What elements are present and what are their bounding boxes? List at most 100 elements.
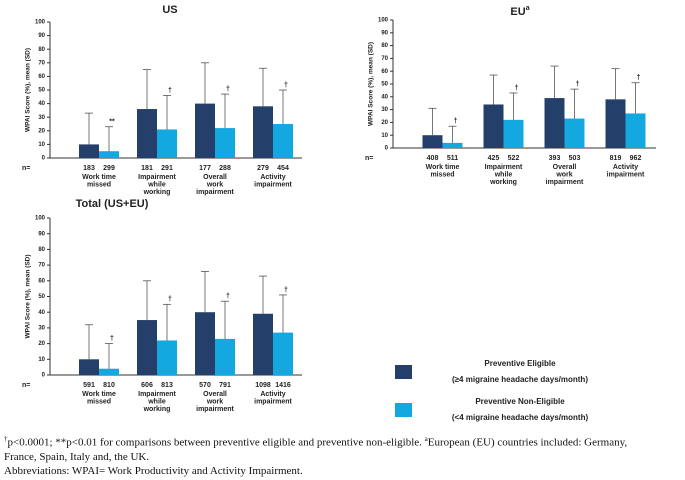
y-tick-label: 20	[381, 120, 388, 126]
y-tick-label: 10	[381, 133, 388, 139]
y-tick-label: 0	[385, 146, 389, 152]
n-value: 291	[161, 165, 173, 172]
sup: †	[4, 435, 8, 443]
n-label: n=	[22, 165, 30, 172]
x-tick-label: Activity	[260, 174, 285, 181]
x-tick-label: Impairment	[485, 164, 523, 171]
bar	[79, 144, 99, 158]
n-value: 181	[141, 165, 153, 172]
y-tick-label: 0	[42, 156, 46, 162]
n-value: 591	[83, 382, 95, 389]
chart-title: Total (US+EU)	[76, 198, 149, 210]
y-tick-label: 80	[38, 247, 45, 253]
x-tick-label: Work time	[82, 391, 116, 398]
x-tick-label: Work time	[82, 174, 116, 181]
x-tick-label: working	[489, 179, 517, 186]
error-bar	[509, 92, 518, 120]
y-axis-label: WPAI Score (%), mean (SD)	[25, 48, 32, 132]
error-bar	[259, 67, 267, 107]
error-bar	[259, 275, 267, 314]
n-value: 606	[141, 382, 153, 389]
y-tick-label: 100	[35, 216, 46, 222]
x-tick-label: Overall	[203, 174, 227, 181]
bar	[137, 109, 157, 158]
error-bar	[550, 65, 559, 99]
error-bar	[85, 112, 93, 145]
n-value: 819	[610, 155, 622, 162]
n-value: 1416	[275, 382, 291, 389]
y-tick-label: 0	[42, 373, 46, 379]
error-bar	[489, 74, 498, 105]
y-tick-label: 40	[381, 94, 388, 100]
n-value: 511	[447, 155, 458, 162]
x-tick-label: work	[206, 398, 223, 405]
footnote-line: Abbreviations: WPAI= Work Productivity a…	[4, 464, 303, 477]
footnote-line: †p<0.0001; **p<0.01 for comparisons betw…	[4, 432, 674, 450]
bar	[503, 119, 524, 148]
bar	[273, 332, 293, 375]
bar	[544, 98, 565, 148]
significance-marker: **	[109, 119, 115, 126]
x-tick-label: Work time	[426, 164, 460, 171]
footnote-line: France, Spain, Italy and, the UK.	[4, 450, 150, 463]
bar	[157, 129, 177, 158]
significance-marker: †	[168, 87, 172, 94]
n-value: 408	[427, 155, 439, 162]
error-bar	[279, 294, 287, 333]
n-value: 962	[630, 155, 642, 162]
n-label: n=	[365, 155, 373, 162]
significance-marker: †	[576, 81, 580, 88]
error-bar	[85, 324, 93, 360]
error-bar	[221, 300, 229, 339]
x-tick-label: impairment	[254, 398, 292, 405]
y-axis-label: WPAI Score (%), mean (SD)	[368, 42, 375, 126]
x-tick-label: impairment	[196, 189, 234, 196]
error-bar	[105, 126, 113, 152]
title-text: Total (US+EU)	[76, 198, 149, 210]
y-tick-label: 10	[38, 142, 45, 148]
error-bar	[163, 95, 171, 130]
bar	[195, 312, 215, 375]
n-value: 177	[199, 165, 211, 172]
n-label: n=	[22, 382, 30, 389]
y-tick-label: 70	[38, 263, 45, 269]
bar	[215, 338, 235, 375]
y-tick-label: 60	[38, 278, 45, 284]
bar	[605, 99, 626, 148]
n-value: 288	[219, 165, 231, 172]
legend-swatch	[395, 365, 412, 379]
y-tick-label: 30	[38, 115, 45, 121]
y-tick-label: 90	[381, 30, 388, 36]
text: p<0.0001; **p<0.01 for comparisons betwe…	[7, 436, 425, 449]
y-tick-label: 100	[35, 20, 46, 26]
y-tick-label: 10	[38, 357, 45, 363]
bar	[625, 113, 646, 148]
significance-marker: †	[226, 86, 230, 93]
x-tick-label: work	[206, 181, 223, 188]
error-bar	[279, 89, 287, 124]
x-tick-label: while	[147, 181, 166, 188]
bar	[564, 118, 585, 148]
x-tick-label: impairment	[607, 171, 645, 178]
bar	[253, 106, 273, 158]
y-tick-label: 100	[378, 18, 389, 24]
y-tick-label: 80	[381, 43, 388, 49]
error-bar	[201, 270, 209, 313]
x-tick-label: missed	[87, 181, 111, 188]
x-tick-label: working	[143, 406, 171, 413]
bar	[99, 151, 119, 158]
error-bar	[105, 343, 113, 369]
title-text: EU	[510, 6, 525, 18]
x-tick-label: Overall	[203, 391, 227, 398]
bar	[442, 142, 463, 148]
text: European (EU) countries included: German…	[427, 436, 628, 449]
y-tick-label: 90	[38, 33, 45, 39]
x-tick-label: missed	[87, 398, 111, 405]
legend-swatch	[395, 403, 412, 417]
n-value: 813	[161, 382, 173, 389]
error-bar	[570, 88, 579, 119]
bar	[273, 124, 293, 158]
significance-marker: †	[168, 296, 172, 303]
y-tick-label: 50	[38, 294, 45, 300]
